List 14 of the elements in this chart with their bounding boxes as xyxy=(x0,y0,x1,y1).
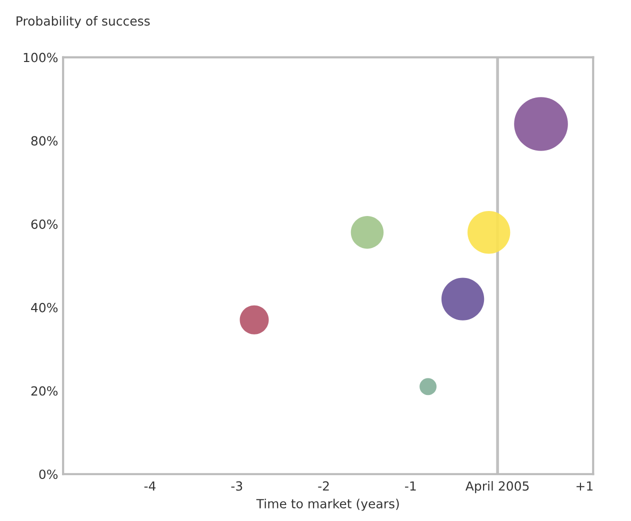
y-tick-label: 60% xyxy=(31,220,58,229)
x-axis-title: Time to market (years) xyxy=(256,498,399,511)
x-tick-label: +1 xyxy=(576,481,593,491)
y-tick-label: 40% xyxy=(31,302,58,312)
y-tick-label: 0% xyxy=(39,470,58,480)
y-axis-title: Probability of success xyxy=(16,16,150,28)
y-tick-label: 20% xyxy=(31,386,58,396)
x-tick-label: -3 xyxy=(231,481,242,491)
y-tick-label: 100% xyxy=(24,52,58,62)
x-tick-label: -1 xyxy=(405,481,416,491)
x-tick-label: -4 xyxy=(144,481,156,491)
x-tick-label: April 2005 xyxy=(465,481,529,494)
x-tick-label: -2 xyxy=(318,481,329,491)
y-tick-label: 80% xyxy=(31,136,58,146)
